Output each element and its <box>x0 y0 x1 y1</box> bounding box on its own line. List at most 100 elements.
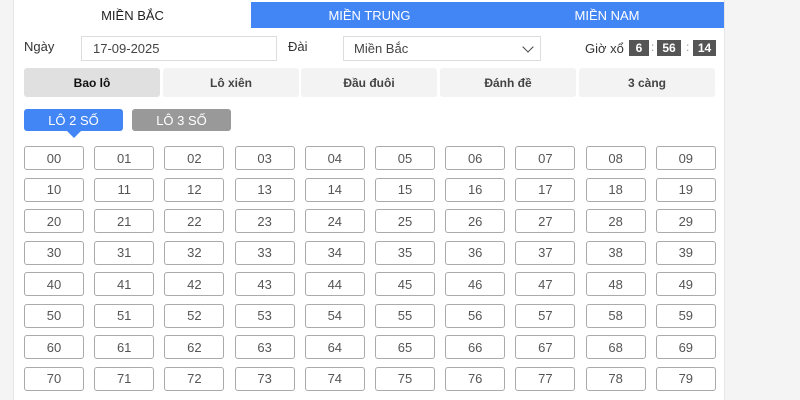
number-cell[interactable]: 29 <box>655 209 716 233</box>
number-cell[interactable]: 42 <box>164 272 225 296</box>
number-cell[interactable]: 00 <box>24 146 84 170</box>
number-cell[interactable]: 75 <box>375 366 435 391</box>
number-cell[interactable]: 23 <box>234 209 295 233</box>
number-cell[interactable]: 53 <box>234 303 295 328</box>
number-cell[interactable]: 33 <box>234 240 295 265</box>
number-cell[interactable]: 56 <box>445 303 506 328</box>
draw-time-label: Giờ xổ <box>585 41 624 56</box>
number-cell[interactable]: 51 <box>94 303 155 328</box>
number-cell[interactable]: 22 <box>164 209 225 233</box>
number-cell[interactable]: 07 <box>515 146 576 170</box>
number-cell[interactable]: 41 <box>94 272 155 296</box>
number-cell[interactable]: 69 <box>655 335 716 359</box>
number-cell[interactable]: 16 <box>445 177 506 202</box>
station-value: Miền Bắc <box>354 41 409 56</box>
date-input[interactable]: 17-09-2025 <box>81 36 277 61</box>
number-cell[interactable]: 71 <box>94 366 155 391</box>
number-cell[interactable]: 17 <box>515 177 576 202</box>
number-cell[interactable]: 79 <box>655 366 716 391</box>
number-cell[interactable]: 27 <box>515 209 576 233</box>
number-cell[interactable]: 54 <box>304 303 365 328</box>
number-cell[interactable]: 25 <box>375 209 435 233</box>
number-cell[interactable]: 13 <box>234 177 295 202</box>
number-cell[interactable]: 31 <box>94 240 155 265</box>
bet-type-lo-xien[interactable]: Lô xiên <box>163 68 299 97</box>
number-cell[interactable]: 74 <box>304 366 365 391</box>
tab-mien-bac[interactable]: MIỀN BẮC <box>14 2 251 28</box>
number-cell[interactable]: 09 <box>655 146 716 170</box>
number-cell[interactable]: 73 <box>234 366 295 391</box>
number-cell[interactable]: 78 <box>585 366 646 391</box>
lo-2-so-button[interactable]: LÔ 2 SỐ <box>24 109 123 138</box>
number-cell[interactable]: 30 <box>24 240 84 265</box>
bet-type-3-cang[interactable]: 3 càng <box>579 68 715 97</box>
lo-3-so-button[interactable]: LÔ 3 SỐ <box>132 109 231 131</box>
number-cell[interactable]: 12 <box>164 177 225 202</box>
number-cell[interactable]: 18 <box>585 177 646 202</box>
number-cell[interactable]: 46 <box>445 272 506 296</box>
chevron-down-icon <box>522 41 534 53</box>
number-cell[interactable]: 36 <box>445 240 506 265</box>
number-cell[interactable]: 72 <box>164 366 225 391</box>
tab-mien-nam[interactable]: MIỀN NAM <box>488 2 724 28</box>
number-cell[interactable]: 39 <box>655 240 716 265</box>
time-minutes: 56 <box>657 40 681 56</box>
number-cell[interactable]: 44 <box>304 272 365 296</box>
number-cell[interactable]: 63 <box>234 335 295 359</box>
number-cell[interactable]: 59 <box>655 303 716 328</box>
number-cell[interactable]: 11 <box>94 177 155 202</box>
number-cell[interactable]: 48 <box>585 272 646 296</box>
number-cell[interactable]: 37 <box>515 240 576 265</box>
number-cell[interactable]: 01 <box>94 146 155 170</box>
number-cell[interactable]: 32 <box>164 240 225 265</box>
number-cell[interactable]: 04 <box>304 146 365 170</box>
number-cell[interactable]: 10 <box>24 177 84 202</box>
number-cell[interactable]: 55 <box>375 303 435 328</box>
number-cell[interactable]: 28 <box>585 209 646 233</box>
number-cell[interactable]: 06 <box>445 146 506 170</box>
number-cell[interactable]: 08 <box>585 146 646 170</box>
time-separator: : <box>686 40 690 54</box>
number-cell[interactable]: 34 <box>304 240 365 265</box>
number-cell[interactable]: 15 <box>375 177 435 202</box>
number-cell[interactable]: 50 <box>24 303 84 328</box>
number-cell[interactable]: 61 <box>94 335 155 359</box>
number-cell[interactable]: 14 <box>304 177 365 202</box>
number-cell[interactable]: 77 <box>515 366 576 391</box>
number-cell[interactable]: 24 <box>304 209 365 233</box>
number-cell[interactable]: 52 <box>164 303 225 328</box>
number-cell[interactable]: 66 <box>445 335 506 359</box>
number-cell[interactable]: 20 <box>24 209 84 233</box>
number-cell[interactable]: 67 <box>515 335 576 359</box>
number-cell[interactable]: 38 <box>585 240 646 265</box>
time-seconds: 14 <box>693 40 716 56</box>
bet-type-bao-lo[interactable]: Bao lô <box>24 68 160 97</box>
number-cell[interactable]: 02 <box>164 146 225 170</box>
number-cell[interactable]: 64 <box>304 335 365 359</box>
number-cell[interactable]: 58 <box>585 303 646 328</box>
date-label: Ngày <box>24 39 55 54</box>
time-separator: : <box>651 40 655 54</box>
number-cell[interactable]: 03 <box>234 146 295 170</box>
number-cell[interactable]: 65 <box>375 335 435 359</box>
number-cell[interactable]: 45 <box>375 272 435 296</box>
number-cell[interactable]: 21 <box>94 209 155 233</box>
number-cell[interactable]: 35 <box>375 240 435 265</box>
number-cell[interactable]: 76 <box>445 366 506 391</box>
number-cell[interactable]: 43 <box>234 272 295 296</box>
number-cell[interactable]: 19 <box>655 177 716 202</box>
number-cell[interactable]: 26 <box>445 209 506 233</box>
number-cell[interactable]: 70 <box>24 366 84 391</box>
number-cell[interactable]: 60 <box>24 335 84 359</box>
number-cell[interactable]: 62 <box>164 335 225 359</box>
tab-mien-trung[interactable]: MIỀN TRUNG <box>251 2 488 28</box>
bet-type-dau-duoi[interactable]: Đầu đuôi <box>301 68 437 97</box>
number-cell[interactable]: 49 <box>655 272 716 296</box>
number-cell[interactable]: 47 <box>515 272 576 296</box>
number-cell[interactable]: 57 <box>515 303 576 328</box>
number-cell[interactable]: 68 <box>585 335 646 359</box>
number-cell[interactable]: 05 <box>375 146 435 170</box>
station-select[interactable]: Miền Bắc <box>343 36 541 61</box>
number-cell[interactable]: 40 <box>24 272 84 296</box>
bet-type-danh-de[interactable]: Đánh đề <box>440 68 576 97</box>
